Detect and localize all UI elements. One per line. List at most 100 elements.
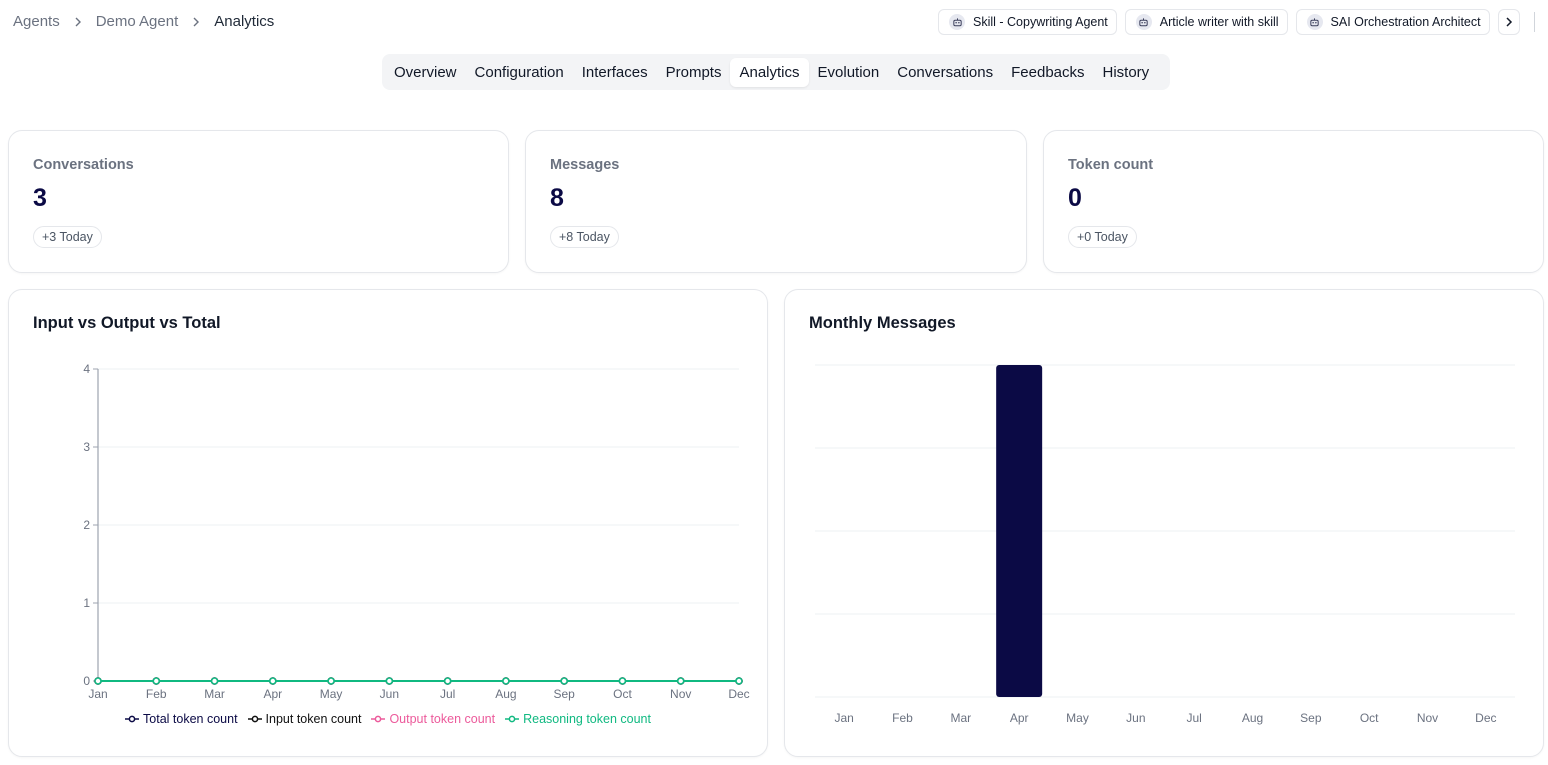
agent-chip-orchestration-architect[interactable]: SAI Orchestration Architect xyxy=(1295,9,1490,35)
tab-prompts[interactable]: Prompts xyxy=(665,63,722,81)
legend-marker-icon xyxy=(505,715,520,723)
data-point xyxy=(327,677,335,685)
tab-history[interactable]: History xyxy=(1102,63,1150,81)
x-tick-label: Jul xyxy=(1186,711,1201,725)
x-tick-label: Oct xyxy=(1360,711,1379,725)
tab-analytics[interactable]: Analytics xyxy=(730,57,809,87)
x-tick-label: May xyxy=(320,687,343,701)
data-point xyxy=(269,677,277,685)
x-tick-label: Nov xyxy=(1417,711,1438,725)
robot-icon xyxy=(1306,14,1323,30)
legend-label: Input token count xyxy=(265,712,362,726)
legend-total[interactable]: Total token count xyxy=(125,712,238,726)
token-line-chart-card: Input vs Output vs Total 0 1 2 3 4 Jan Feb Mar A… xyxy=(8,289,768,757)
y-tick-label: 3 xyxy=(83,440,90,454)
x-tick-label: Apr xyxy=(1010,711,1029,725)
data-point xyxy=(443,677,452,685)
agent-chip-label: Skill - Copywriting Agent xyxy=(973,15,1108,29)
tab-interfaces[interactable]: Interfaces xyxy=(581,63,648,81)
x-tick-label: Mar xyxy=(204,687,225,701)
x-tick-label: Jun xyxy=(380,687,399,701)
chart-title: Input vs Output vs Total xyxy=(33,314,221,332)
x-tick-label: Feb xyxy=(146,687,167,701)
data-point xyxy=(385,677,394,685)
x-tick-label: Dec xyxy=(728,687,749,701)
x-tick-label: Sep xyxy=(1300,711,1322,725)
stat-card-messages: Messages 8 +8 Today xyxy=(525,130,1027,273)
scroll-next-button[interactable] xyxy=(1497,9,1520,35)
stat-card-token-count: Token count 0 +0 Today xyxy=(1043,130,1544,273)
tab-feedbacks[interactable]: Feedbacks xyxy=(1011,63,1085,81)
agent-chip-article-writer[interactable]: Article writer with skill xyxy=(1124,9,1288,35)
y-tick-label: 1 xyxy=(83,596,90,610)
breadcrumb-agents[interactable]: Agents xyxy=(13,13,60,30)
x-tick-label: Oct xyxy=(613,687,632,701)
chevron-right-icon xyxy=(1506,17,1512,27)
robot-icon xyxy=(1135,14,1152,30)
stat-today-badge: +8 Today xyxy=(550,226,619,248)
chart-legend: Total token count Input token count Outp… xyxy=(9,712,767,726)
section-tabs: Overview Configuration Interfaces Prompt… xyxy=(382,54,1170,90)
data-point xyxy=(676,677,685,685)
x-tick-label: Sep xyxy=(554,687,576,701)
tab-overview[interactable]: Overview xyxy=(394,63,457,81)
x-tick-label: Jan xyxy=(834,711,853,725)
chevron-right-icon xyxy=(190,16,202,28)
x-tick-label: Jul xyxy=(440,687,455,701)
robot-icon xyxy=(949,14,965,30)
x-tick-label: Jan xyxy=(88,687,107,701)
legend-label: Reasoning token count xyxy=(523,712,651,726)
tab-conversations[interactable]: Conversations xyxy=(897,63,994,81)
y-tick-label: 0 xyxy=(83,674,90,688)
legend-label: Total token count xyxy=(143,712,238,726)
token-line-chart: 0 1 2 3 4 Jan Feb Mar Apr May Jun Jul Aug Sep Oct Nov De… xyxy=(83,362,749,701)
legend-reasoning[interactable]: Reasoning token count xyxy=(505,712,651,726)
x-tick-label: Nov xyxy=(670,687,691,701)
data-point xyxy=(560,677,568,685)
tab-configuration[interactable]: Configuration xyxy=(474,63,564,81)
data-point xyxy=(94,677,102,685)
stat-label: Conversations xyxy=(33,157,134,173)
y-tick-label: 2 xyxy=(83,518,90,532)
legend-marker-icon xyxy=(247,715,262,723)
stat-label: Token count xyxy=(1068,157,1154,173)
legend-output[interactable]: Output token count xyxy=(371,712,495,726)
legend-input[interactable]: Input token count xyxy=(247,712,362,726)
legend-marker-icon xyxy=(125,715,140,723)
legend-marker-icon xyxy=(371,715,386,723)
agent-chip-list: Skill - Copywriting Agent Article writer… xyxy=(938,9,1528,35)
top-bar: Agents Demo Agent Analytics Skill - Copy… xyxy=(0,0,1548,44)
x-tick-label: May xyxy=(1066,711,1089,725)
tab-evolution[interactable]: Evolution xyxy=(817,63,880,81)
data-point xyxy=(152,677,161,685)
agent-chip-label: Article writer with skill xyxy=(1159,15,1279,29)
agent-chip-copywriting[interactable]: Skill - Copywriting Agent xyxy=(938,9,1117,35)
x-tick-label: Mar xyxy=(950,711,971,725)
data-point xyxy=(618,677,627,685)
stat-today-badge: +3 Today xyxy=(33,226,102,248)
chart-title: Monthly Messages xyxy=(809,314,956,332)
stat-value: 0 xyxy=(1068,184,1082,212)
monthly-messages-bar-chart: Jan Feb Mar Apr May Jun Jul Aug Sep Oct Nov Dec xyxy=(815,364,1515,725)
x-tick-label: Dec xyxy=(1475,711,1496,725)
breadcrumb-analytics: Analytics xyxy=(214,13,275,30)
stat-value: 3 xyxy=(33,184,47,212)
stat-label: Messages xyxy=(550,157,620,173)
x-tick-label: Aug xyxy=(1242,711,1263,725)
legend-label: Output token count xyxy=(389,712,496,726)
data-point xyxy=(502,677,510,685)
data-point xyxy=(735,677,743,685)
divider xyxy=(1534,12,1535,32)
chevron-right-icon xyxy=(72,16,84,28)
x-tick-label: Aug xyxy=(495,687,516,701)
breadcrumb: Agents Demo Agent Analytics xyxy=(13,13,274,30)
breadcrumb-demo-agent[interactable]: Demo Agent xyxy=(95,13,179,30)
data-point xyxy=(210,677,219,685)
agent-chip-label: SAI Orchestration Architect xyxy=(1330,15,1481,29)
y-tick-label: 4 xyxy=(83,362,90,376)
stat-today-badge: +0 Today xyxy=(1068,226,1137,248)
x-tick-label: Apr xyxy=(263,687,282,701)
stat-value: 8 xyxy=(550,184,564,212)
x-tick-label: Feb xyxy=(892,711,913,725)
x-tick-label: Jun xyxy=(1126,711,1145,725)
